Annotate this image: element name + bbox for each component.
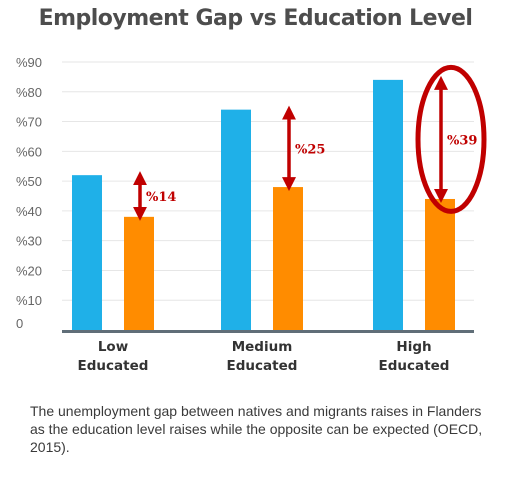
y-tick-label: %50 <box>16 174 42 189</box>
chart-title: Employment Gap vs Education Level <box>38 6 473 31</box>
y-tick-label: 0 <box>16 316 23 331</box>
highlight-ellipse <box>415 64 487 214</box>
gap-annotations: %14 %25 %39 <box>133 64 487 221</box>
gap-label: %39 <box>447 133 477 148</box>
bar-series2-cat3 <box>425 198 455 330</box>
gap-label: %25 <box>295 142 325 157</box>
category-label: Low <box>98 339 128 355</box>
y-tick-label: %60 <box>16 144 42 159</box>
chart-caption: The unemployment gap between natives and… <box>30 403 483 455</box>
category-label: Educated <box>379 358 450 374</box>
y-tick-label: %40 <box>16 204 42 219</box>
category-label: Educated <box>78 358 149 374</box>
bar-series1-cat1 <box>72 175 102 330</box>
category-label: Educated <box>227 358 298 374</box>
y-tick-label: %80 <box>16 85 42 100</box>
y-axis: 0 %10 %20 %30 %40 %50 %60 %70 %80 %90 <box>16 55 42 331</box>
bar-series2-cat1 <box>124 216 154 330</box>
category-label: High <box>396 339 431 355</box>
bar-series1-cat2 <box>221 109 251 331</box>
y-tick-label: %70 <box>16 115 42 130</box>
y-tick-label: %30 <box>16 234 42 249</box>
y-tick-label: %10 <box>16 293 42 308</box>
category-label: Medium <box>232 339 293 355</box>
chart: 0 %10 %20 %30 %40 %50 %60 %70 %80 %90 Low Educated… <box>16 55 487 374</box>
bar-series2-cat2 <box>273 187 303 330</box>
y-tick-label: %20 <box>16 263 42 278</box>
bars <box>72 79 455 331</box>
bar-series1-cat3 <box>373 79 403 330</box>
gap-label: %14 <box>146 190 176 205</box>
y-tick-label: %90 <box>16 55 42 70</box>
gridlines <box>62 61 474 301</box>
category-labels: Low Educated Medium Educated High Educated <box>78 339 450 374</box>
